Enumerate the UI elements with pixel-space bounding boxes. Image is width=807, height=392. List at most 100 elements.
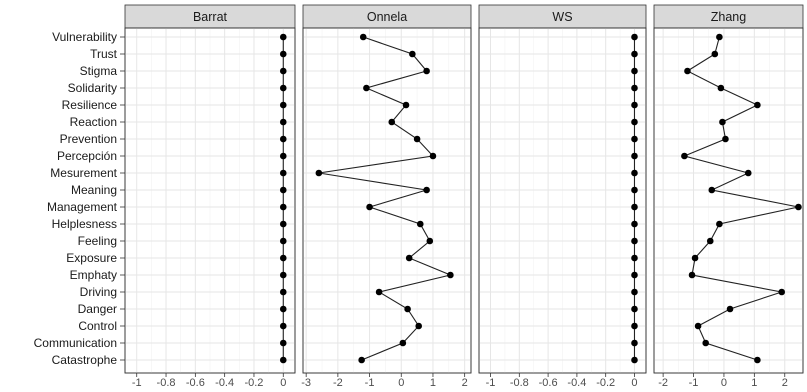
facet-title-barrat: Barrat: [193, 10, 228, 24]
point-ws-catastrophe: [631, 356, 638, 364]
point-ws-vulnerability: [631, 33, 638, 41]
point-onnela-percepcion: [429, 152, 437, 160]
point-barrat-stigma: [279, 67, 287, 75]
point-zhang-emphaty: [688, 271, 696, 279]
point-zhang-percepcion: [681, 152, 688, 160]
point-zhang-stigma: [684, 67, 691, 75]
panel-border-onnela: [302, 27, 472, 374]
point-barrat-resilience: [279, 101, 287, 109]
point-ws-trust: [631, 50, 638, 58]
point-onnela-driving: [375, 288, 383, 296]
facet-title-ws: WS: [552, 10, 572, 24]
x-tick-label-ws: -0.8: [510, 377, 529, 389]
point-zhang-meaning: [708, 186, 716, 194]
panel-border-barrat: [124, 27, 296, 374]
point-onnela-danger: [404, 305, 411, 313]
x-tick-label-ws: -1: [486, 377, 496, 389]
x-tick-label-onnela: -3: [301, 377, 311, 389]
category-label-meaning: Meaning: [71, 183, 117, 197]
category-label-management: Management: [47, 200, 118, 214]
point-ws-danger: [631, 305, 638, 313]
point-zhang-control: [694, 322, 702, 330]
category-label-reaction: Reaction: [70, 115, 117, 129]
point-onnela-resilience: [402, 101, 410, 109]
point-barrat-emphaty: [279, 271, 287, 279]
point-onnela-trust: [409, 50, 416, 58]
series-line-zhang: [682, 36, 799, 361]
point-barrat-feeling: [279, 237, 287, 245]
point-barrat-management: [279, 203, 287, 211]
point-ws-emphaty: [631, 271, 638, 279]
point-zhang-danger: [726, 305, 734, 313]
point-barrat-reaction: [279, 118, 287, 126]
x-tick-label-zhang: 2: [782, 377, 788, 389]
x-tick-label-barrat: -0.8: [157, 377, 176, 389]
category-label-percepcion: Percepción: [57, 149, 117, 163]
point-ws-control: [631, 322, 638, 330]
point-ws-feeling: [631, 237, 638, 245]
category-label-danger: Danger: [78, 302, 117, 316]
panel-border-ws: [478, 27, 647, 374]
point-onnela-prevention: [413, 135, 421, 143]
point-barrat-solidarity: [279, 84, 287, 92]
point-ws-resilience: [631, 101, 638, 109]
x-tick-label-barrat: -0.6: [186, 377, 205, 389]
x-tick-label-onnela: 0: [398, 377, 404, 389]
point-onnela-reaction: [388, 118, 396, 126]
point-barrat-trust: [279, 50, 287, 58]
point-zhang-management: [795, 203, 802, 211]
facet-title-onnela: Onnela: [367, 10, 407, 24]
point-zhang-solidarity: [717, 84, 725, 92]
point-onnela-helplesness: [416, 220, 424, 228]
category-label-trust: Trust: [90, 47, 118, 61]
point-onnela-communication: [399, 339, 407, 347]
category-label-vulnerability: Vulnerability: [52, 30, 117, 44]
category-label-prevention: Prevention: [60, 132, 117, 146]
category-label-stigma: Stigma: [80, 64, 118, 78]
series-line-onnela: [318, 36, 453, 361]
panel-border-zhang: [653, 27, 804, 374]
x-tick-label-ws: -0.2: [596, 377, 615, 389]
x-tick-label-zhang: 1: [751, 377, 757, 389]
category-label-communication: Communication: [34, 336, 117, 350]
x-tick-label-ws: 0: [631, 377, 637, 389]
point-zhang-mesurement: [744, 169, 752, 177]
point-barrat-prevention: [279, 135, 287, 143]
point-onnela-exposure: [405, 254, 413, 262]
point-ws-mesurement: [631, 169, 638, 177]
category-label-resilience: Resilience: [62, 98, 118, 112]
point-barrat-meaning: [279, 186, 287, 194]
point-ws-meaning: [631, 186, 638, 194]
point-onnela-control: [415, 322, 422, 330]
x-tick-label-zhang: 0: [721, 377, 727, 389]
category-label-emphaty: Emphaty: [70, 268, 117, 282]
point-onnela-stigma: [423, 67, 430, 75]
point-onnela-emphaty: [447, 271, 454, 279]
point-ws-prevention: [631, 135, 638, 143]
point-zhang-trust: [711, 50, 719, 58]
point-ws-communication: [631, 339, 638, 347]
point-barrat-catastrophe: [279, 356, 287, 364]
x-tick-label-zhang: -2: [658, 377, 668, 389]
category-label-helplesness: Helplesness: [52, 217, 117, 231]
point-ws-exposure: [631, 254, 638, 262]
point-onnela-feeling: [426, 237, 434, 245]
point-zhang-prevention: [722, 135, 729, 143]
point-barrat-communication: [279, 339, 287, 347]
x-tick-label-ws: -0.6: [539, 377, 558, 389]
category-label-mesurement: Mesurement: [50, 166, 117, 180]
point-zhang-catastrophe: [754, 356, 761, 364]
x-tick-label-onnela: 2: [462, 377, 468, 389]
point-onnela-management: [366, 203, 373, 211]
category-label-control: Control: [78, 319, 117, 333]
category-label-driving: Driving: [80, 285, 117, 299]
x-tick-label-barrat: -0.4: [215, 377, 234, 389]
x-tick-label-zhang: -1: [689, 377, 699, 389]
point-zhang-vulnerability: [716, 33, 723, 41]
x-tick-label-onnela: -1: [365, 377, 375, 389]
point-barrat-exposure: [279, 254, 287, 262]
point-barrat-vulnerability: [279, 33, 287, 41]
panel-onnela: [302, 27, 472, 374]
x-tick-label-onnela: 1: [430, 377, 436, 389]
